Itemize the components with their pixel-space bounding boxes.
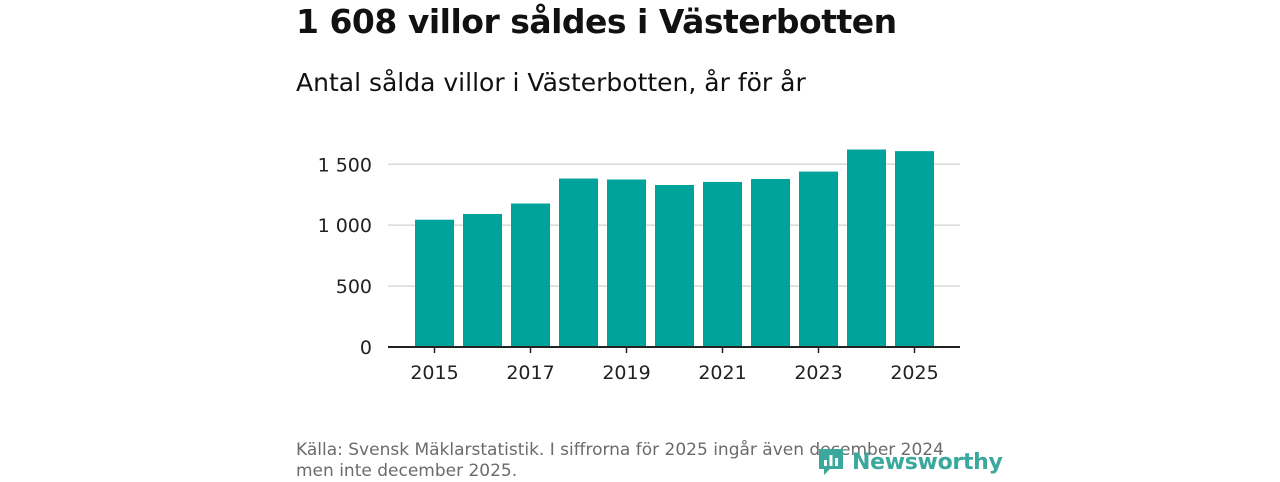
bar-2021 — [703, 181, 742, 347]
newsworthy-logo-icon — [819, 449, 843, 475]
chart-title: 1 608 villor såldes i Västerbotten — [296, 2, 897, 41]
newsworthy-logo-text: Newsworthy — [852, 449, 1003, 475]
x-tick-label: 2015 — [410, 362, 458, 384]
chart-card: 1 608 villor såldes i Västerbotten Antal… — [296, 0, 1003, 481]
bar-2015 — [415, 219, 454, 347]
x-tick-label: 2019 — [602, 362, 650, 384]
bar-2018 — [559, 178, 598, 347]
y-axis: 0 500 1 000 1 500 — [318, 154, 372, 359]
y-tick-label: 500 — [336, 276, 372, 298]
bar-chart: 0 500 1 000 1 500 2015 2017 2019 2021 2023 2025 — [318, 149, 960, 384]
bar-2025 — [895, 151, 934, 347]
y-tick-label: 1 000 — [318, 215, 372, 237]
bar-2019 — [607, 179, 646, 347]
y-tick-label: 1 500 — [318, 154, 372, 176]
chart-subtitle: Antal sålda villor i Västerbotten, år fö… — [296, 68, 806, 97]
bar-2016 — [463, 213, 502, 347]
bar-2022 — [751, 179, 790, 347]
x-tick-label: 2017 — [506, 362, 554, 384]
newsworthy-logo: Newsworthy — [816, 444, 1003, 480]
x-tick-label: 2025 — [890, 362, 938, 384]
y-tick-label: 0 — [360, 337, 372, 359]
x-tick-label: 2021 — [698, 362, 746, 384]
source-note: Källa: Svensk Mäklarstatistik. I siffror… — [296, 440, 944, 481]
bar-2024 — [847, 149, 886, 347]
x-tick-label: 2023 — [794, 362, 842, 384]
bar-2023 — [799, 171, 838, 347]
bar-series — [415, 149, 934, 347]
x-axis: 2015 2017 2019 2021 2023 2025 — [388, 346, 960, 384]
bar-2017 — [511, 203, 550, 347]
bar-2020 — [655, 184, 694, 347]
